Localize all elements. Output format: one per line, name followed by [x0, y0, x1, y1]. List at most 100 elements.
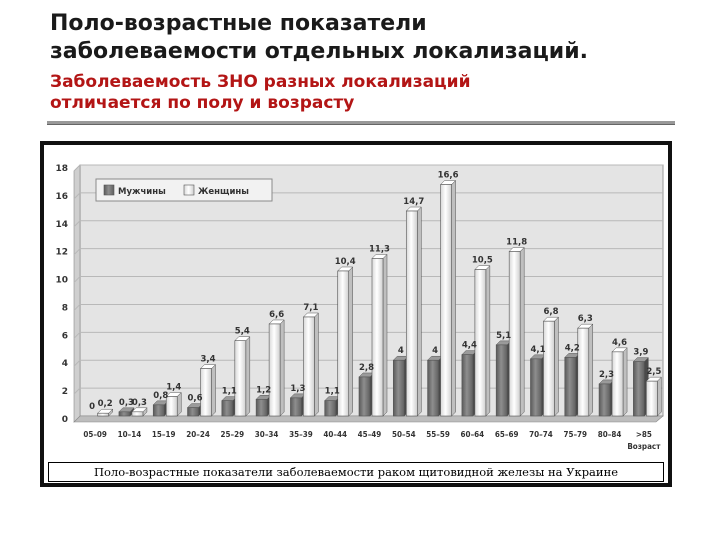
y-tick-label: 6 — [62, 331, 68, 341]
data-label-women: 6,3 — [578, 314, 593, 324]
x-category-label: 75–79 — [563, 430, 587, 439]
y-tick-label: 0 — [62, 415, 68, 425]
data-label-women: 0,2 — [98, 399, 113, 409]
data-label-men: 0,6 — [187, 394, 202, 404]
grid-line-wall — [73, 387, 81, 395]
x-category-label: 40–44 — [323, 430, 347, 439]
plot-wall — [73, 164, 81, 423]
bar-women — [97, 408, 114, 417]
bar-women — [405, 206, 422, 417]
data-label-women: 5,4 — [235, 327, 250, 337]
data-label-women: 3,4 — [200, 355, 215, 365]
grid-line-wall — [73, 164, 81, 172]
y-axis-ticks: 0 2 4 6 8 10 12 14 16 18 — [55, 164, 68, 425]
data-label-men: 1,2 — [256, 385, 271, 395]
bar-women — [302, 312, 320, 417]
data-label-men: 4 — [398, 346, 404, 356]
data-label-women: 10,5 — [472, 256, 493, 266]
x-category-label: 80–84 — [598, 430, 622, 439]
legend-swatch — [183, 184, 195, 196]
x-category-label: 10–14 — [118, 430, 142, 439]
data-label-men: 4 — [432, 346, 438, 356]
chart-caption: Поло-возрастные показатели заболеваемост… — [48, 462, 664, 482]
grid-line-wall — [73, 304, 81, 311]
legend: Мужчины Женщины — [95, 178, 273, 202]
x-axis-label: Возраст — [627, 442, 661, 451]
bar-women — [131, 407, 148, 417]
y-tick-label: 4 — [62, 359, 68, 369]
y-tick-label: 18 — [55, 164, 68, 174]
x-category-label: 50–54 — [392, 430, 416, 439]
subtitle-line-1: Заболеваемость ЗНО разных локализаций — [50, 72, 471, 92]
plot-floor — [73, 415, 664, 423]
bar-women — [611, 347, 628, 417]
page-subtitle: Заболеваемость ЗНО разных локализаций от… — [50, 72, 470, 114]
data-label-women: 14,7 — [403, 197, 424, 207]
legend-label: Мужчины — [118, 187, 166, 197]
bar-women — [577, 323, 594, 417]
data-label-men: 4,1 — [530, 345, 545, 355]
y-tick-label: 8 — [62, 303, 68, 313]
bar-women — [165, 391, 182, 417]
x-category-label: 30–34 — [255, 430, 279, 439]
x-category-label: 60–64 — [461, 430, 485, 439]
data-label-men: 4,4 — [462, 341, 477, 351]
data-label-men: 0 — [89, 402, 95, 412]
grid-line-wall — [73, 192, 81, 200]
x-category-label: 65–69 — [495, 430, 519, 439]
legend-swatch — [103, 184, 115, 196]
x-category-label: 70–74 — [529, 430, 553, 439]
x-category-label: >85 — [636, 430, 652, 439]
data-label-men: 1,1 — [325, 387, 340, 397]
bar-women — [542, 316, 560, 417]
data-label-men: 1,1 — [222, 387, 237, 397]
data-label-women: 16,6 — [438, 171, 459, 181]
x-category-label: 25–29 — [221, 430, 245, 439]
data-label-women: 6,8 — [543, 307, 558, 317]
data-label-men: 5,1 — [496, 331, 511, 341]
title-divider — [47, 121, 675, 125]
bar-women — [337, 266, 354, 417]
y-tick-label: 16 — [55, 192, 68, 202]
bar-women — [268, 319, 285, 417]
chart-frame: 0 2 4 6 8 10 12 14 16 18 0 0,2 0,3 0,3 0,8 1,4 0,6 3,4 1,… — [40, 141, 672, 487]
data-label-women: 10,4 — [335, 257, 356, 267]
data-label-men: 4,2 — [565, 343, 580, 353]
x-category-label: 45–49 — [358, 430, 382, 439]
data-label-men: 2,8 — [359, 363, 374, 373]
grid-line-wall — [73, 220, 81, 228]
grid-line-wall — [73, 331, 81, 339]
bar-women — [439, 179, 457, 417]
bars — [97, 179, 662, 417]
title-line-2: заболеваемости отдельных локализаций. — [50, 39, 588, 64]
bar-women — [199, 363, 217, 417]
x-category-label: 15–19 — [152, 430, 176, 439]
data-label-men: 2,3 — [599, 370, 614, 380]
bar-women — [371, 253, 388, 417]
data-label-women: 4,6 — [612, 338, 627, 348]
data-label-men: 1,3 — [290, 384, 305, 394]
title-line-1: Поло-возрастные показатели — [50, 11, 427, 36]
x-category-label: 20–24 — [186, 430, 210, 439]
data-label-women: 0,3 — [132, 398, 147, 408]
bar-women — [508, 246, 525, 417]
grid-line-wall — [73, 276, 81, 283]
data-labels: 0 0,2 0,30,3 0,81,4 0,6 3,4 1,1 5,4 1,2 6,6 1,3 7,1… — [89, 171, 661, 412]
data-label-women: 1,4 — [166, 382, 181, 392]
x-category-label: 05–09 — [83, 430, 107, 439]
data-label-men: 0,8 — [153, 391, 168, 401]
y-tick-label: 14 — [55, 220, 68, 230]
y-tick-label: 12 — [55, 248, 68, 258]
page-title: Поло-возрастные показатели заболеваемост… — [50, 10, 588, 66]
subtitle-line-2: отличается по полу и возрасту — [50, 93, 355, 113]
y-tick-label: 2 — [62, 387, 68, 397]
bar-women — [474, 264, 491, 417]
bar-women — [645, 376, 662, 417]
bar-women — [234, 336, 251, 417]
legend-label: Женщины — [198, 187, 249, 197]
grid-line-wall — [73, 359, 81, 367]
x-category-label: 35–39 — [289, 430, 313, 439]
data-label-men: 3,9 — [633, 348, 648, 358]
grid-line-wall — [73, 248, 81, 256]
